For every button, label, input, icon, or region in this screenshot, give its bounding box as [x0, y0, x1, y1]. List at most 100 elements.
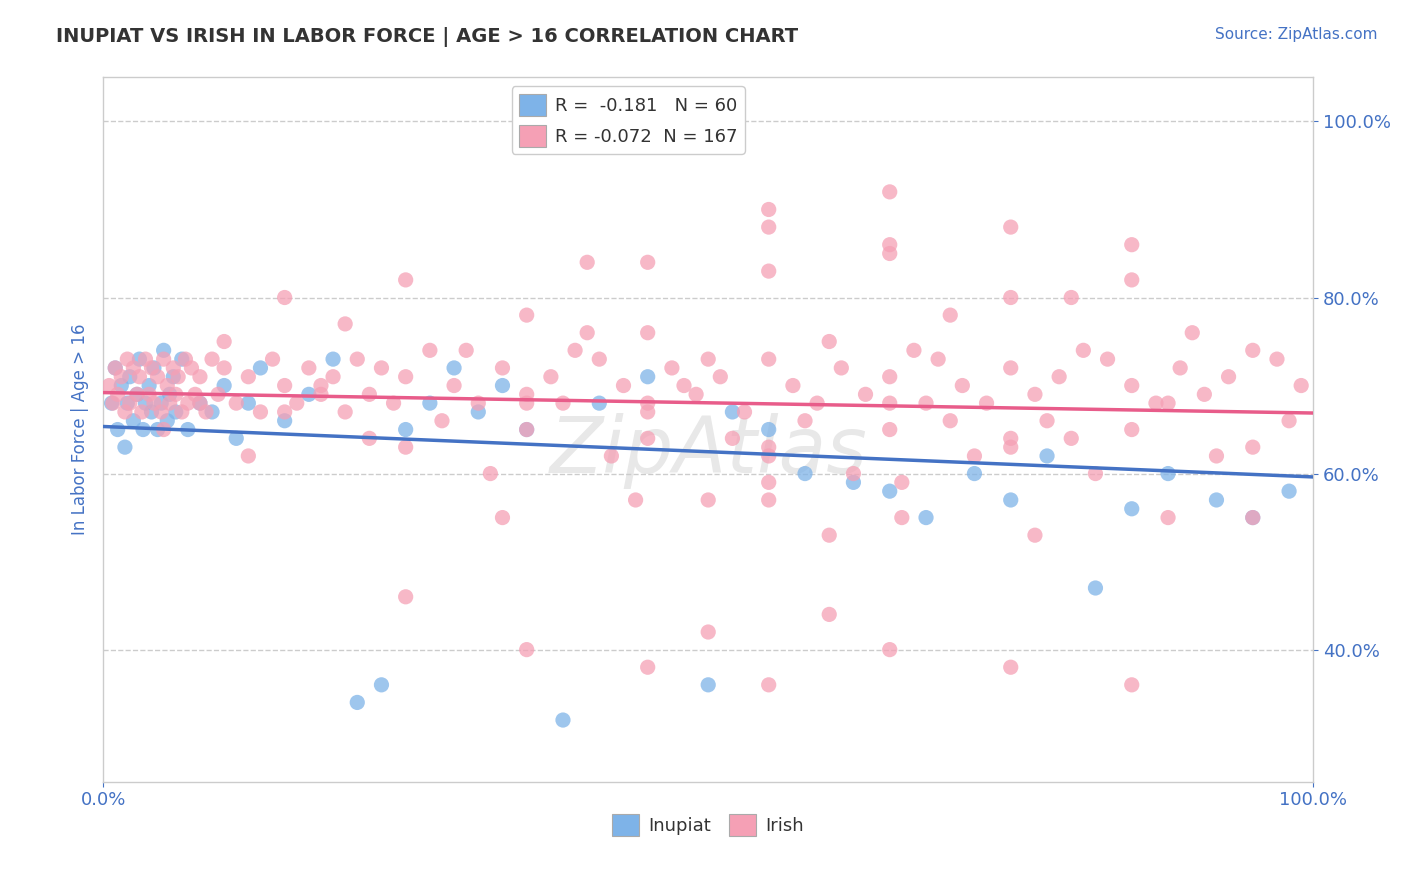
Point: [122, 414, 145, 428]
Point: [395, 590, 418, 604]
Point: [1168, 360, 1191, 375]
Point: [107, 387, 129, 401]
Point: [540, 369, 562, 384]
Point: [238, 396, 260, 410]
Point: [576, 255, 599, 269]
Point: [150, 405, 173, 419]
Point: [624, 493, 647, 508]
Point: [443, 378, 465, 392]
Point: [1241, 510, 1264, 524]
Point: [146, 369, 169, 384]
Point: [1084, 467, 1107, 481]
Point: [1000, 493, 1022, 508]
Point: [697, 625, 720, 640]
Point: [309, 378, 332, 392]
Point: [685, 387, 707, 401]
Point: [1000, 291, 1022, 305]
Point: [370, 360, 392, 375]
Point: [976, 396, 998, 410]
Point: [118, 396, 141, 410]
Point: [152, 423, 174, 437]
Point: [576, 326, 599, 340]
Point: [125, 387, 148, 401]
Point: [758, 475, 780, 490]
Text: Source: ZipAtlas.com: Source: ZipAtlas.com: [1215, 27, 1378, 42]
Point: [516, 423, 538, 437]
Point: [128, 369, 150, 384]
Point: [758, 440, 780, 454]
Point: [443, 360, 465, 375]
Point: [1036, 449, 1059, 463]
Point: [238, 449, 260, 463]
Point: [104, 360, 127, 375]
Point: [879, 396, 901, 410]
Point: [1060, 291, 1083, 305]
Point: [152, 352, 174, 367]
Point: [207, 387, 229, 401]
Point: [1121, 273, 1143, 287]
Point: [721, 431, 744, 445]
Point: [456, 343, 478, 358]
Point: [467, 405, 489, 419]
Point: [491, 360, 513, 375]
Point: [212, 360, 235, 375]
Point: [1157, 510, 1180, 524]
Point: [1157, 467, 1180, 481]
Point: [1121, 237, 1143, 252]
Point: [879, 642, 901, 657]
Point: [1000, 440, 1022, 454]
Point: [395, 273, 418, 287]
Point: [516, 387, 538, 401]
Point: [1157, 396, 1180, 410]
Point: [309, 387, 332, 401]
Point: [419, 343, 441, 358]
Point: [180, 360, 202, 375]
Point: [152, 343, 174, 358]
Point: [879, 237, 901, 252]
Point: [170, 352, 193, 367]
Point: [132, 423, 155, 437]
Point: [1121, 423, 1143, 437]
Point: [188, 369, 211, 384]
Point: [758, 202, 780, 217]
Point: [114, 440, 136, 454]
Point: [637, 660, 659, 674]
Point: [842, 475, 865, 490]
Point: [1205, 449, 1227, 463]
Point: [165, 387, 187, 401]
Point: [273, 405, 295, 419]
Point: [184, 387, 207, 401]
Point: [430, 414, 453, 428]
Point: [359, 431, 381, 445]
Point: [612, 378, 634, 392]
Point: [758, 493, 780, 508]
Point: [104, 360, 127, 375]
Point: [963, 449, 986, 463]
Point: [101, 396, 124, 410]
Point: [1121, 678, 1143, 692]
Point: [794, 467, 817, 481]
Point: [879, 423, 901, 437]
Point: [637, 369, 659, 384]
Point: [142, 396, 165, 410]
Point: [794, 414, 817, 428]
Point: [758, 264, 780, 278]
Point: [167, 369, 190, 384]
Point: [1241, 510, 1264, 524]
Point: [551, 713, 574, 727]
Point: [177, 396, 200, 410]
Point: [1000, 220, 1022, 235]
Point: [1000, 431, 1022, 445]
Point: [1241, 343, 1264, 358]
Point: [1121, 378, 1143, 392]
Point: [419, 396, 441, 410]
Point: [927, 352, 949, 367]
Point: [162, 369, 184, 384]
Point: [1278, 484, 1301, 499]
Point: [1181, 326, 1204, 340]
Point: [855, 387, 877, 401]
Point: [141, 405, 163, 419]
Point: [138, 387, 160, 401]
Point: [600, 449, 623, 463]
Point: [879, 246, 901, 260]
